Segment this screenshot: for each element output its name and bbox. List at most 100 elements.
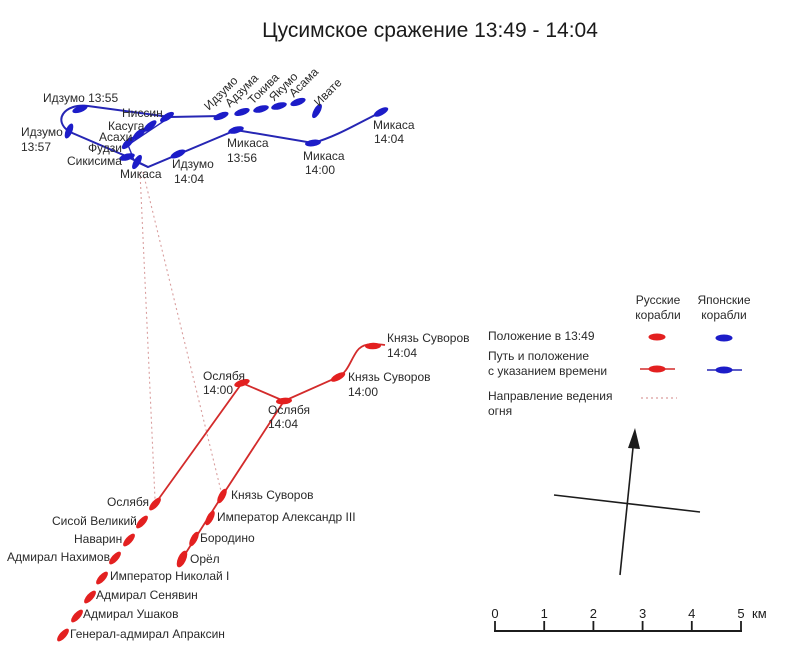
- ship-mikasa-1356: [228, 126, 244, 134]
- compass-north-arrow: [553, 428, 701, 576]
- ship-mikasa-1349: [132, 154, 142, 170]
- japanese-label-фудзи: Фудзи: [88, 141, 122, 155]
- legend-russian-path-marker: [648, 365, 666, 373]
- japanese-ship-markers: [64, 97, 389, 170]
- russian-label-бородино: Бородино: [200, 531, 255, 545]
- japanese-label-микаса: Микаса: [373, 118, 415, 132]
- japanese-label-ниссин: Ниссин: [122, 106, 163, 120]
- ship-oryol: [176, 550, 188, 568]
- ship-oslyabya-1404: [276, 397, 292, 405]
- ship-idzumo-1349: [213, 111, 229, 121]
- japanese-label-13-57: 13:57: [21, 140, 52, 154]
- japanese-label-14-00: 14:00: [305, 163, 336, 177]
- ship-yakumo-1349: [271, 102, 287, 110]
- legend-header-japanese: Японские корабли: [697, 293, 751, 322]
- ship-knyaz-suvorov-1404: [365, 342, 381, 350]
- page-title: Цусимское сражение 13:49 - 14:04: [262, 19, 598, 42]
- japanese-label-идзумо: Идзумо: [21, 125, 63, 139]
- ship-mikasa-1400: [305, 139, 321, 147]
- ship-sisoy-velikiy: [136, 515, 148, 529]
- ship-oslyabya-1349: [149, 497, 161, 511]
- russian-label-наварин: Наварин: [74, 532, 123, 546]
- japanese-label-микаса: Микаса: [227, 136, 269, 150]
- legend-fire-label-line1: Направление ведения: [488, 389, 613, 403]
- ship-admiral-nakhimov: [109, 551, 121, 565]
- ship-idzumo-1404: [170, 149, 186, 159]
- scale-tick-label-1: 1: [541, 606, 548, 621]
- ship-navarin: [123, 533, 135, 547]
- scale-tick-label-3: 3: [639, 606, 646, 621]
- ship-admiral-senyavin: [84, 590, 96, 604]
- scale-tick-label-5: 5: [737, 606, 744, 621]
- ship-oslyabya-1400: [234, 379, 250, 387]
- legend-japanese-path-marker: [715, 366, 733, 374]
- ship-tokiwa-1349: [253, 105, 269, 113]
- russian-label-14-00: 14:00: [348, 385, 379, 399]
- russian-label-ослябя: Ослябя: [203, 369, 245, 383]
- russian-label-адмирал-сенявин: Адмирал Сенявин: [96, 588, 198, 602]
- legend-header-russian: Русские корабли: [635, 293, 681, 322]
- legend-russian-position-marker: [648, 333, 666, 341]
- ship-idzumo-1357: [64, 123, 74, 139]
- ship-asama-1349: [290, 97, 306, 107]
- russian-label-адмирал-нахимов: Адмирал Нахимов: [7, 550, 110, 564]
- scale-tick-label-4: 4: [688, 606, 695, 621]
- japanese-label-идзумо: Идзумо: [172, 157, 214, 171]
- ship-general-admiral-apraksin: [57, 628, 69, 642]
- ship-sikisima: [119, 153, 135, 161]
- scale-unit-label: км: [752, 606, 767, 621]
- russian-label-сисой-великий: Сисой Великий: [52, 514, 137, 528]
- ship-asahi: [132, 128, 146, 140]
- russian-label-князь-суворов: Князь Суворов: [348, 370, 431, 384]
- japanese-label-микаса: Микаса: [303, 149, 345, 163]
- russian-label-орёл: Орёл: [190, 552, 220, 566]
- ship-knyaz-suvorov-1349: [217, 488, 227, 504]
- russian-label-князь-суворов: Князь Суворов: [231, 488, 314, 502]
- fire-line-0: [139, 171, 156, 500]
- legend-position-label: Положение в 13:49: [488, 329, 595, 343]
- legend-path-label-line2: с указанием времени: [488, 364, 608, 378]
- russian-label-ослябя: Ослябя: [268, 403, 310, 417]
- ship-iwate-1349: [312, 103, 322, 119]
- japanese-label-14-04: 14:04: [374, 132, 405, 146]
- ship-imperator-nikolai-i: [96, 571, 108, 585]
- ship-adzuma-1349: [234, 108, 250, 116]
- japanese-label-сикисима: Сикисима: [67, 154, 122, 168]
- russian-label-император-николай-i: Император Николай I: [110, 569, 230, 583]
- legend-japanese-position-marker: [715, 334, 733, 342]
- fire-line-1: [142, 171, 222, 492]
- scale-bar: 0 1 2 3 4 5 км: [491, 606, 767, 632]
- japanese-label-13-56: 13:56: [227, 151, 258, 165]
- russian-ship-markers: [57, 342, 381, 642]
- ship-fudzi: [121, 136, 135, 150]
- ship-imperator-aleksandr-iii: [205, 510, 215, 526]
- russian-label-император-александр-iii: Император Александр III: [217, 510, 356, 524]
- russian-label-князь-суворов: Князь Суворов: [387, 331, 470, 345]
- ship-admiral-ushakov: [71, 609, 83, 623]
- scale-tick-label-2: 2: [590, 606, 597, 621]
- scale-tick-label-0: 0: [491, 606, 498, 621]
- japanese-label-касуга: Касуга: [108, 119, 145, 133]
- russian-path-0: [154, 381, 285, 505]
- ship-mikasa-1404: [373, 107, 389, 117]
- ship-nissin: [160, 111, 174, 123]
- ship-kasuga: [143, 120, 157, 132]
- fire-direction-lines: [139, 171, 222, 500]
- ship-idzumo-1355: [72, 104, 88, 114]
- japanese-label-14-04: 14:04: [174, 172, 205, 186]
- russian-label-14-04: 14:04: [387, 346, 418, 360]
- russian-label-14-04: 14:04: [268, 417, 299, 431]
- russian-label-адмирал-ушаков: Адмирал Ушаков: [83, 607, 179, 621]
- russian-label-ослябя: Ослябя: [107, 495, 149, 509]
- japanese-label-идзумо-13-55: Идзумо 13:55: [43, 91, 119, 105]
- japanese-path-1: [136, 111, 382, 169]
- japanese-label-микаса: Микаса: [120, 167, 162, 181]
- russian-label-генерал-адмирал-апраксин: Генерал-адмирал Апраксин: [70, 627, 225, 641]
- ship-borodino: [189, 531, 199, 547]
- russian-label-14-00: 14:00: [203, 383, 234, 397]
- legend-markers: [640, 333, 742, 399]
- ship-knyaz-suvorov-1400: [330, 372, 346, 382]
- legend-fire-label-line2: огня: [488, 404, 513, 418]
